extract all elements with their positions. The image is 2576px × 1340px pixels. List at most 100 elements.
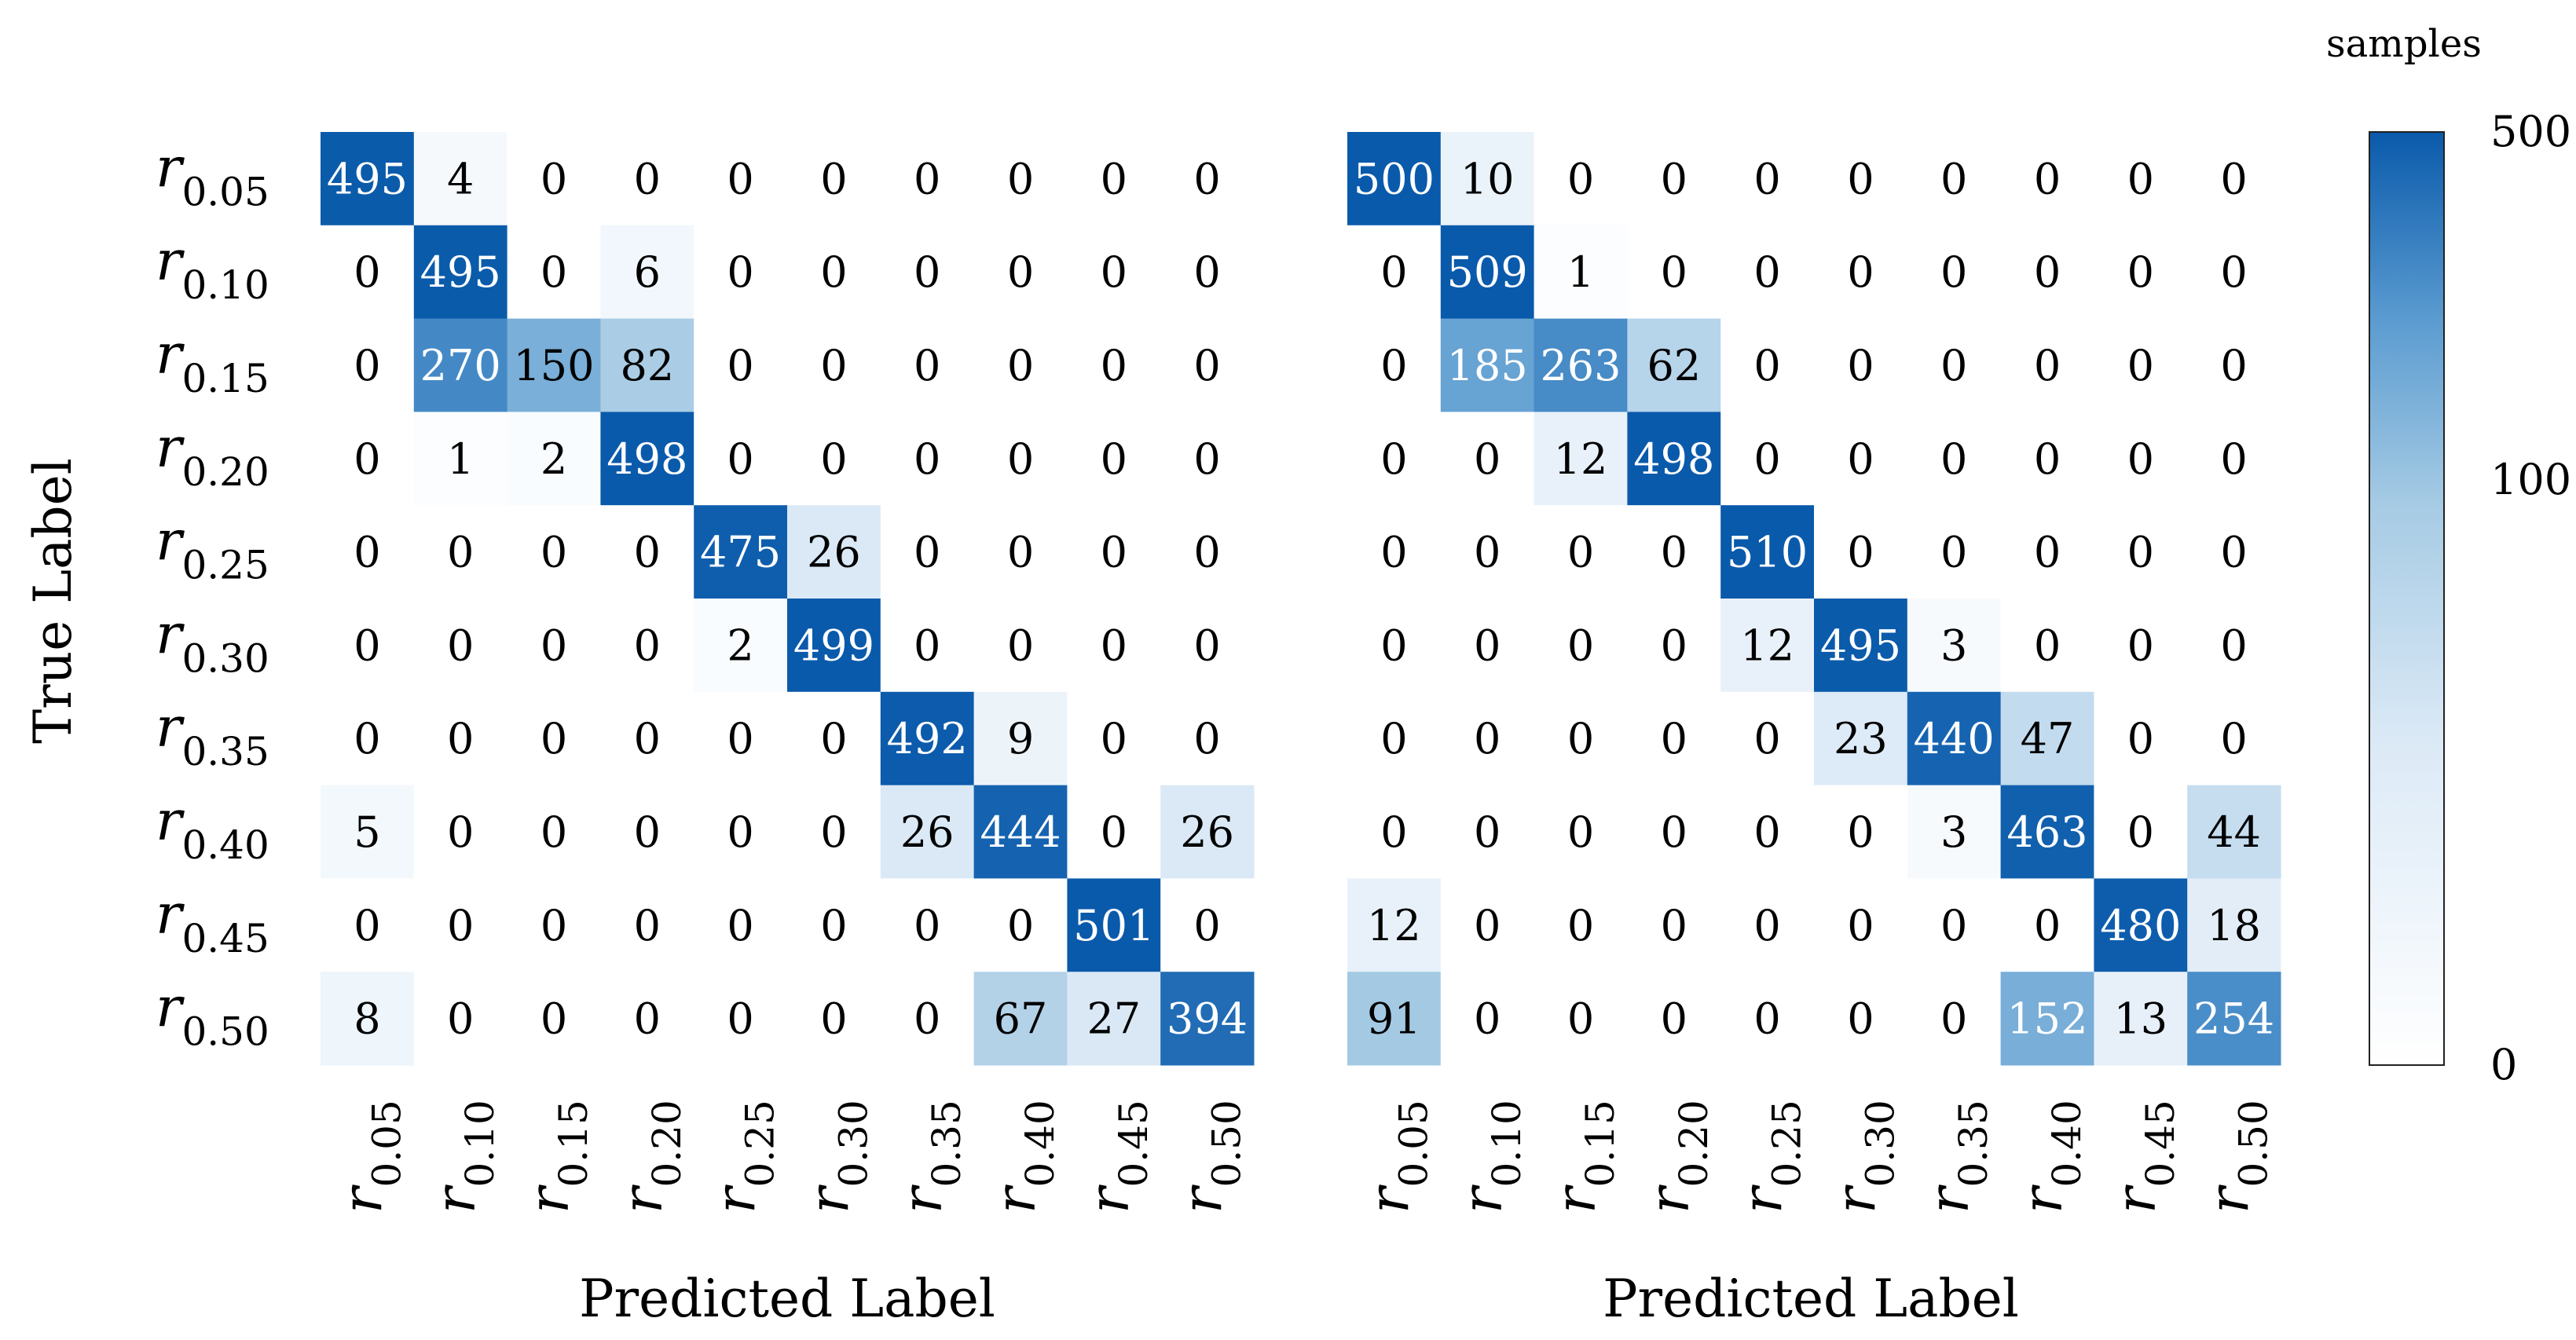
- cell-value-label: 0: [540, 901, 567, 950]
- cell-value-label: 270: [420, 341, 501, 390]
- heatmap-cell: [787, 318, 881, 412]
- heatmap-cell: [694, 132, 788, 226]
- heatmap-cell: [694, 318, 788, 412]
- colorbar-gradient: [2369, 131, 2445, 1066]
- heatmap-cell: [694, 225, 788, 320]
- heatmap-cell: [1534, 132, 1628, 226]
- cell-value-label: 0: [1661, 621, 1687, 670]
- heatmap-cell: [1627, 691, 1721, 786]
- cell-value-label: 0: [1474, 528, 1501, 577]
- cell-value-label: 0: [1940, 247, 1967, 297]
- heatmap-cell: [1160, 412, 1255, 506]
- heatmap-cell: [1067, 132, 1161, 226]
- heatmap-cell: [321, 225, 415, 320]
- heatmap-cell: [2187, 412, 2281, 506]
- cell-value-label: 185: [1447, 341, 1528, 390]
- heatmap-cell: [1814, 878, 1908, 972]
- heatmap-cell: [1347, 878, 1442, 972]
- cell-value-label: 0: [540, 994, 567, 1044]
- cell-value-label: 10: [1460, 154, 1515, 203]
- heatmap-cell: [2000, 972, 2094, 1066]
- cell-value-label: 0: [820, 901, 847, 950]
- cell-value-label: 0: [820, 714, 847, 763]
- cell-value-label: 0: [1474, 714, 1501, 763]
- cell-value-label: 18: [2207, 901, 2261, 950]
- cell-value-label: 12: [1367, 901, 1421, 950]
- heatmap-cell: [2000, 225, 2094, 320]
- heatmap-cell: [1160, 132, 1255, 226]
- heatmap-cell: [787, 132, 881, 226]
- heatmap-cell: [600, 505, 694, 599]
- heatmap-cell: [2187, 691, 2281, 786]
- cell-value-label: 27: [1086, 994, 1141, 1044]
- cell-value-label: 0: [2034, 901, 2061, 950]
- cell-value-label: 0: [1567, 901, 1594, 950]
- cell-value-label: 0: [1474, 901, 1501, 950]
- heatmap-cell: [694, 505, 788, 599]
- cell-value-label: 26: [1180, 807, 1234, 857]
- heatmap-cell: [787, 878, 881, 972]
- cell-value-label: 0: [1847, 247, 1874, 297]
- cell-value-label: 9: [1007, 714, 1034, 763]
- y-tick-label: r0.45: [156, 882, 269, 961]
- cell-value-label: 62: [1647, 341, 1701, 390]
- cell-value-label: 0: [540, 154, 567, 203]
- cell-value-label: 6: [634, 247, 661, 297]
- heatmap-cell: [880, 599, 975, 693]
- cell-value-label: 0: [820, 994, 847, 1044]
- heatmap-cell: [1907, 691, 2002, 786]
- heatmap-cell: [321, 785, 415, 879]
- cell-value-label: 0: [1007, 247, 1034, 297]
- heatmap-cell: [1720, 785, 1815, 879]
- heatmap-cell: [507, 972, 601, 1066]
- heatmap-cell: [1627, 505, 1721, 599]
- cell-value-label: 0: [540, 247, 567, 297]
- cell-value-label: 0: [1474, 434, 1501, 484]
- cell-value-label: 0: [2127, 434, 2154, 484]
- heatmap-cell: [413, 972, 508, 1066]
- cell-value-label: 495: [420, 247, 501, 297]
- cell-value-label: 0: [820, 154, 847, 203]
- cell-value-label: 0: [1101, 341, 1127, 390]
- heatmap-cell: [2187, 318, 2281, 412]
- heatmap-cell: [1907, 785, 2002, 879]
- cell-value-label: 509: [1447, 247, 1528, 297]
- heatmap-cell: [973, 785, 1068, 879]
- cell-value-label: 0: [1847, 341, 1874, 390]
- colorbar-tick-label: 100: [2490, 455, 2571, 504]
- heatmap-cell: [600, 785, 694, 879]
- cell-value-label: 0: [1101, 247, 1127, 297]
- heatmap-cell: [880, 785, 975, 879]
- cell-value-label: 0: [634, 994, 661, 1044]
- heatmap-cell: [1534, 878, 1628, 972]
- heatmap-cell: [2000, 412, 2094, 506]
- cell-value-label: 0: [914, 528, 940, 577]
- heatmap-cell: [1067, 318, 1161, 412]
- heatmap-cell: [880, 225, 975, 320]
- heatmap-cell: [1347, 318, 1442, 412]
- heatmap-cell: [413, 878, 508, 972]
- heatmap-cell: [1347, 691, 1442, 786]
- cell-value-label: 26: [900, 807, 955, 857]
- cell-value-label: 0: [1007, 528, 1034, 577]
- heatmap-cell: [507, 412, 601, 506]
- heatmap-cell: [1160, 599, 1255, 693]
- heatmap-cell: [1720, 972, 1815, 1066]
- cell-value-label: 1: [447, 434, 474, 484]
- heatmap-cell: [787, 412, 881, 506]
- cell-value-label: 0: [1101, 154, 1127, 203]
- cell-value-label: 0: [1193, 434, 1220, 484]
- heatmap-cell: [1907, 412, 2002, 506]
- heatmap-cell: [1814, 132, 1908, 226]
- confusion-matrix-right: 500 10 0 0 0 0 0 0 0 00 509 1 0 0 0 0 0 0 00 185 263 62 0 0 0 0 0 0…: [1347, 132, 2281, 1214]
- heatmap-cell: [1160, 318, 1255, 412]
- cell-value-label: 0: [1380, 434, 1407, 484]
- cell-value-label: 1: [1567, 247, 1594, 297]
- cell-value-label: 0: [1474, 621, 1501, 670]
- heatmap-cell: [321, 318, 415, 412]
- heatmap-cell: [1440, 691, 1535, 786]
- cell-value-label: 0: [820, 341, 847, 390]
- x-tick-label: r0.30: [1823, 1100, 1903, 1214]
- heatmap-cell: [880, 691, 975, 786]
- cell-value-label: 0: [1753, 341, 1780, 390]
